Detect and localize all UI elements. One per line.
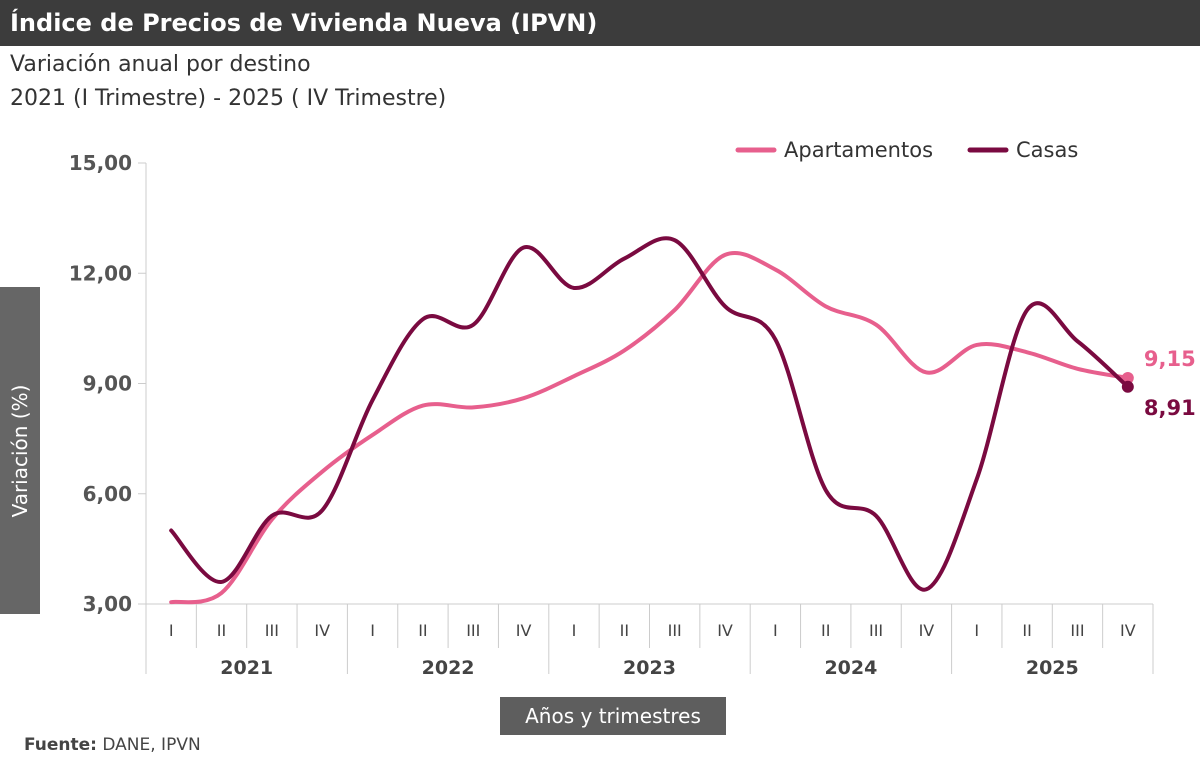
y-tick-label: 9,00: [83, 372, 132, 396]
year-label: 2023: [623, 657, 676, 679]
quarter-label: III: [1070, 621, 1084, 640]
quarter-label: II: [620, 621, 629, 640]
quarter-label: IV: [1120, 621, 1136, 640]
y-tick-label: 6,00: [83, 482, 132, 506]
legend-label: Apartamentos: [784, 138, 933, 162]
quarter-label: I: [773, 621, 778, 640]
quarter-label: III: [668, 621, 682, 640]
year-label: 2024: [824, 657, 877, 679]
source-value: DANE, IPVN: [96, 735, 201, 755]
chart-header: Índice de Precios de Vivienda Nueva (IPV…: [0, 0, 1200, 46]
legend-label: Casas: [1016, 138, 1078, 162]
quarter-label: III: [265, 621, 279, 640]
chart-period: 2021 (I Trimestre) - 2025 ( IV Trimestre…: [10, 86, 447, 111]
quarter-label: IV: [717, 621, 733, 640]
chart-subtitle: Variación anual por destino: [10, 52, 311, 77]
series-line-apartamentos: [169, 251, 1130, 605]
quarter-label: I: [974, 621, 979, 640]
quarter-label: III: [869, 621, 883, 640]
quarter-label: I: [572, 621, 577, 640]
y-tick-label: 3,00: [83, 592, 132, 616]
year-label: 2025: [1026, 657, 1079, 679]
source-label: Fuente:: [24, 735, 97, 755]
quarter-label: II: [821, 621, 830, 640]
y-axis-label: Variación (%): [8, 384, 32, 517]
last-point-marker: [1121, 371, 1134, 384]
y-tick-label: 15,00: [69, 151, 132, 175]
year-label: 2021: [220, 657, 273, 679]
source-note: Fuente: DANE, IPVN: [24, 735, 201, 755]
data-label: 8,91: [1144, 396, 1196, 420]
x-axis-label: Años y trimestres: [500, 697, 726, 735]
quarter-label: I: [169, 621, 174, 640]
y-tick-label: 12,00: [69, 261, 132, 285]
year-label: 2022: [422, 657, 475, 679]
data-label: 9,15: [1144, 347, 1196, 371]
last-point-marker: [1121, 380, 1134, 393]
quarter-label: II: [1022, 621, 1031, 640]
quarter-label: II: [217, 621, 226, 640]
quarter-label: IV: [314, 621, 330, 640]
y-axis-label-box: Variación (%): [0, 287, 40, 614]
quarter-label: III: [466, 621, 480, 640]
quarter-label: II: [418, 621, 427, 640]
quarter-label: IV: [516, 621, 532, 640]
quarter-label: I: [370, 621, 375, 640]
quarter-label: IV: [919, 621, 935, 640]
series-line-casas: [169, 236, 1130, 592]
